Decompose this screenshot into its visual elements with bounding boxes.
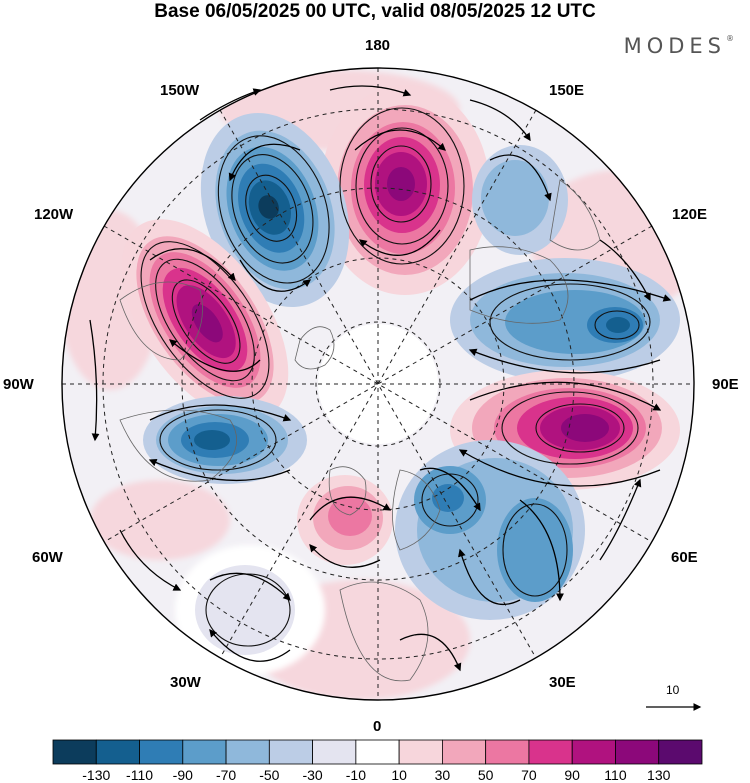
coastlines <box>119 179 601 682</box>
lon-label-60w: 60W <box>32 549 63 566</box>
colorbar-swatch <box>95 739 140 765</box>
colorbar-swatch <box>441 739 487 765</box>
colorbar-tick-label: -50 <box>259 767 280 783</box>
colorbar-tick-label: -30 <box>302 767 323 783</box>
lon-label-0: 0 <box>373 718 382 735</box>
colorbar-tick-label: -130 <box>82 767 111 783</box>
positive-anomaly-40w <box>297 475 393 565</box>
lon-label-90w: 90W <box>3 376 34 393</box>
colorbar-swatch <box>139 739 184 765</box>
colorbar-tick-label: 90 <box>564 767 580 783</box>
lon-label-60e: 60E <box>671 549 698 566</box>
negative-anomaly-150e <box>472 145 568 255</box>
colorbar-tick-label: 110 <box>604 767 627 783</box>
lon-label-150w: 150W <box>160 82 200 99</box>
lon-label-150e: 150E <box>549 82 585 99</box>
colorbar-swatch <box>615 739 660 765</box>
colorbar-tick-label: 70 <box>521 767 537 783</box>
colorbar-tick-label: -90 <box>172 767 193 783</box>
modes-logo: MODES® <box>623 34 734 58</box>
colorbar-swatch <box>225 739 270 765</box>
weak-negative-anomaly <box>195 565 295 655</box>
lon-label-120e: 120E <box>672 206 708 223</box>
colorbar-swatch <box>398 739 443 765</box>
map-boundary <box>61 67 695 701</box>
negative-anomaly-150w <box>200 113 350 307</box>
lon-label-180: 180 <box>365 37 391 54</box>
colorbar-tick-label: -70 <box>215 767 237 783</box>
colorbar-swatch <box>182 739 227 765</box>
colorbar-swatch <box>528 739 573 765</box>
negative-anomaly-105e <box>450 258 680 382</box>
wind-vectors <box>89 85 672 672</box>
colorbar-swatch <box>52 739 97 765</box>
positive-anomaly-180 <box>320 85 490 295</box>
colorbar-swatch <box>485 739 530 765</box>
colorbar <box>52 739 703 765</box>
colorbar-swatch <box>355 739 400 765</box>
graticule <box>62 68 694 700</box>
colorbar-swatch <box>571 739 616 765</box>
reference-vector-label: 10 <box>666 683 680 697</box>
negative-anomaly-45e <box>395 440 585 620</box>
colorbar-tick-label: -10 <box>345 767 366 783</box>
colorbar-swatch <box>312 739 357 765</box>
lon-label-30w: 30W <box>170 674 201 691</box>
colorbar-tick-label: -110 <box>126 767 154 783</box>
lon-label-120w: 120W <box>34 206 74 223</box>
lon-label-90e: 90E <box>712 376 739 393</box>
positive-anomaly-120w <box>121 219 289 421</box>
lon-label-30e: 30E <box>549 674 576 691</box>
negative-anomaly-75w <box>143 396 307 484</box>
contour-lines <box>140 107 651 647</box>
map-title: Base 06/05/2025 00 UTC, valid 08/05/2025… <box>154 1 596 22</box>
colorbar-tick-label: 130 <box>647 767 671 783</box>
colorbar-swatch <box>658 739 703 765</box>
colorbar-tick-label: 30 <box>434 767 451 783</box>
colorbar-tick-label: 50 <box>477 767 494 783</box>
colorbar-swatch <box>268 739 314 765</box>
colorbar-tick-label: 10 <box>391 767 407 783</box>
